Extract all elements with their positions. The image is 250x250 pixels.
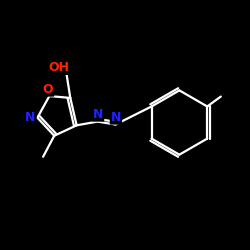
Text: O: O	[43, 83, 54, 96]
Text: N: N	[25, 111, 36, 124]
Text: N: N	[93, 108, 103, 121]
Text: N: N	[111, 111, 121, 124]
Text: OH: OH	[49, 61, 70, 74]
